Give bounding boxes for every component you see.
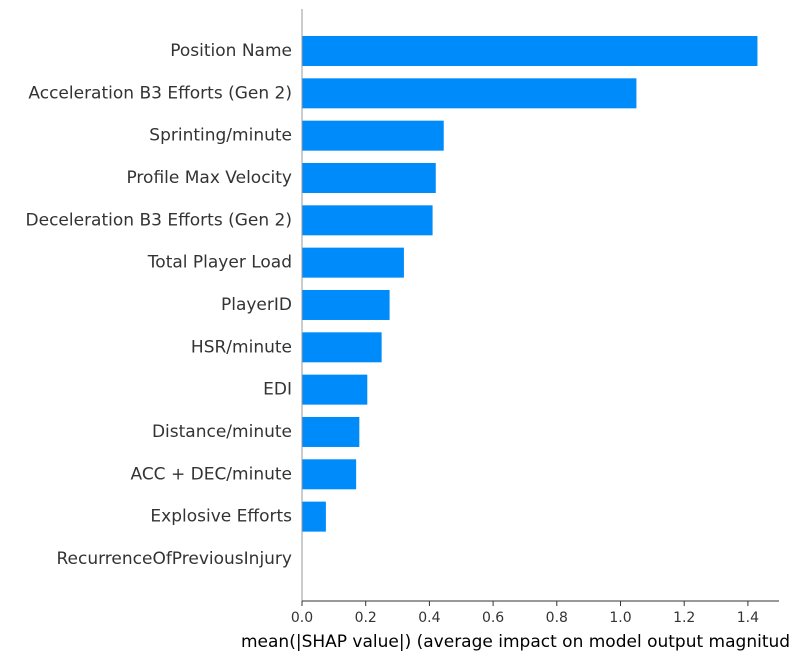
- x-tick-label: 0.0: [291, 610, 313, 626]
- bar: [302, 120, 444, 151]
- x-tick-label: 0.8: [546, 610, 568, 626]
- category-label: Position Name: [170, 41, 292, 61]
- category-label: RecurrenceOfPreviousInjury: [56, 549, 292, 569]
- bar: [302, 78, 637, 109]
- category-label: Total Player Load: [147, 253, 292, 273]
- category-label: PlayerID: [221, 295, 292, 315]
- bar: [302, 374, 368, 405]
- axes: [301, 9, 779, 602]
- category-label: Deceleration B3 Efforts (Gen 2): [26, 210, 292, 230]
- bar: [302, 36, 758, 66]
- x-tick-label: 0.6: [482, 610, 504, 626]
- category-label: HSR/minute: [191, 337, 292, 357]
- bar: [302, 247, 404, 278]
- category-label: Acceleration B3 Efforts (Gen 2): [28, 83, 292, 103]
- x-axis-label: mean(|SHAP value|) (average impact on mo…: [241, 632, 790, 652]
- category-labels: Position Name Acceleration B3 Efforts (Ge…: [26, 41, 293, 569]
- bar: [302, 459, 357, 490]
- bar: [302, 416, 360, 447]
- category-label: Explosive Efforts: [150, 507, 292, 527]
- category-label: Profile Max Velocity: [126, 168, 292, 188]
- bar: [302, 162, 436, 193]
- x-tick-label: 0.2: [355, 610, 377, 626]
- x-tick-label: 0.4: [418, 610, 440, 626]
- category-label: EDI: [263, 380, 292, 400]
- bar: [302, 205, 433, 236]
- category-label: ACC + DEC/minute: [130, 464, 292, 484]
- category-label: Distance/minute: [152, 422, 292, 442]
- bar: [302, 332, 382, 363]
- bars-layer: [302, 36, 758, 532]
- bar: [302, 289, 390, 320]
- bar: [302, 501, 326, 532]
- x-axis-ticks: 0.0 0.2 0.4 0.6 0.8 1.0 1.2 1.4: [291, 601, 759, 626]
- x-tick-label: 1.0: [609, 610, 631, 626]
- x-tick-label: 1.4: [737, 610, 759, 626]
- x-tick-label: 1.2: [673, 610, 695, 626]
- category-label: Sprinting/minute: [149, 126, 292, 146]
